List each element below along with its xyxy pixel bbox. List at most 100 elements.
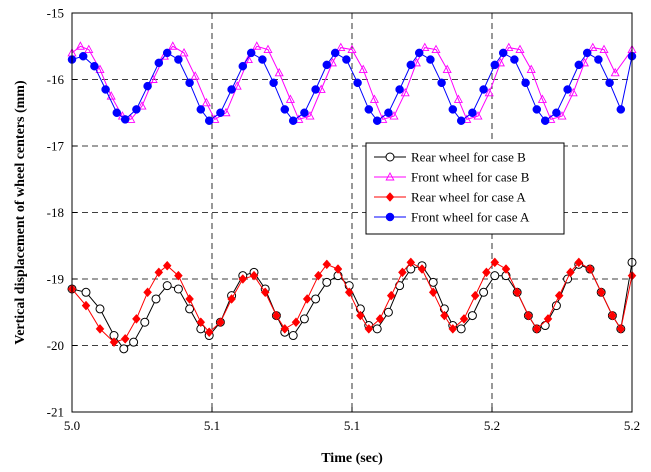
data-point xyxy=(510,55,519,64)
data-point xyxy=(344,287,354,298)
data-point xyxy=(132,105,141,114)
data-point xyxy=(162,260,172,271)
data-point xyxy=(78,51,88,61)
data-point xyxy=(201,97,211,107)
data-point xyxy=(537,94,547,103)
legend-item: Front wheel for case B xyxy=(374,170,530,185)
data-point xyxy=(336,42,346,52)
data-point xyxy=(364,323,374,334)
data-point xyxy=(501,264,511,274)
y-tick-label: -18 xyxy=(47,205,64,220)
data-point xyxy=(143,81,152,91)
data-point xyxy=(263,44,273,54)
legend-item: Rear wheel for case B xyxy=(374,150,526,165)
data-point xyxy=(280,323,290,334)
data-point xyxy=(216,317,225,328)
legend-box xyxy=(365,142,565,235)
data-point xyxy=(185,304,195,314)
data-point xyxy=(386,290,396,301)
legend-swatch-marker xyxy=(385,172,395,181)
data-point xyxy=(369,94,379,103)
legend-swatch-marker xyxy=(385,212,395,222)
data-point xyxy=(249,270,259,281)
data-point xyxy=(75,41,85,50)
data-point xyxy=(140,317,150,327)
data-point xyxy=(552,108,561,117)
data-point xyxy=(605,78,614,88)
data-point xyxy=(456,324,466,334)
grid-lines xyxy=(72,13,632,412)
data-point xyxy=(330,48,340,58)
data-point xyxy=(610,67,620,77)
data-point xyxy=(383,307,393,317)
data-point xyxy=(311,85,320,94)
x-tick-label: 5.1 xyxy=(344,418,360,433)
data-point xyxy=(616,105,626,114)
data-point xyxy=(532,323,542,334)
data-point xyxy=(426,55,435,64)
data-point xyxy=(411,57,421,67)
legend-swatch-marker xyxy=(385,152,395,162)
y-tick-label: -19 xyxy=(47,272,64,287)
data-point xyxy=(162,48,172,58)
data-point xyxy=(204,116,214,125)
data-point xyxy=(347,44,357,54)
data-point xyxy=(300,108,309,117)
data-point xyxy=(582,48,592,58)
legend-label: Rear wheel for case A xyxy=(411,190,526,205)
data-point xyxy=(288,116,298,125)
data-point xyxy=(168,41,178,50)
data-point xyxy=(106,91,116,100)
data-point xyxy=(599,44,609,54)
data-point xyxy=(327,57,337,67)
data-point xyxy=(137,101,147,110)
data-point xyxy=(512,287,522,298)
data-point xyxy=(101,85,110,94)
data-point xyxy=(574,257,584,268)
data-point xyxy=(428,277,438,287)
data-point xyxy=(95,323,105,334)
data-point xyxy=(574,60,584,70)
legend-item: Rear wheel for case A xyxy=(374,190,526,205)
data-point xyxy=(484,87,494,97)
data-point xyxy=(120,115,130,124)
data-point xyxy=(154,58,164,68)
x-tick-label: 5.2 xyxy=(484,418,500,433)
data-point xyxy=(608,310,617,321)
series-line xyxy=(71,45,633,121)
data-point xyxy=(204,327,214,338)
data-point xyxy=(322,259,332,270)
data-point xyxy=(490,271,500,281)
data-point xyxy=(269,78,278,88)
y-tick-label: -17 xyxy=(47,139,65,154)
data-point xyxy=(389,111,399,120)
data-point xyxy=(417,264,427,274)
data-point xyxy=(467,311,477,321)
data-point xyxy=(274,67,284,77)
data-point xyxy=(285,94,295,103)
data-point xyxy=(358,64,368,73)
data-point xyxy=(495,57,505,67)
data-point xyxy=(238,274,248,284)
data-point xyxy=(532,105,542,114)
data-point xyxy=(420,42,430,52)
data-point xyxy=(468,108,477,117)
series-front-wheel-for-case-a xyxy=(67,48,637,125)
data-point xyxy=(174,55,183,64)
data-point xyxy=(311,294,321,304)
data-point xyxy=(384,108,393,117)
data-point xyxy=(504,42,514,52)
data-point xyxy=(143,287,152,298)
data-point xyxy=(456,116,466,125)
data-point xyxy=(554,290,564,301)
data-point xyxy=(196,105,206,114)
data-point xyxy=(353,78,362,88)
data-point xyxy=(280,105,290,114)
data-point xyxy=(185,294,194,304)
data-point xyxy=(490,257,500,268)
data-point xyxy=(196,317,206,328)
y-tick-label: -20 xyxy=(47,338,64,353)
data-point xyxy=(216,108,225,117)
data-point xyxy=(588,42,598,52)
x-tick-label: 5.1 xyxy=(204,418,220,433)
